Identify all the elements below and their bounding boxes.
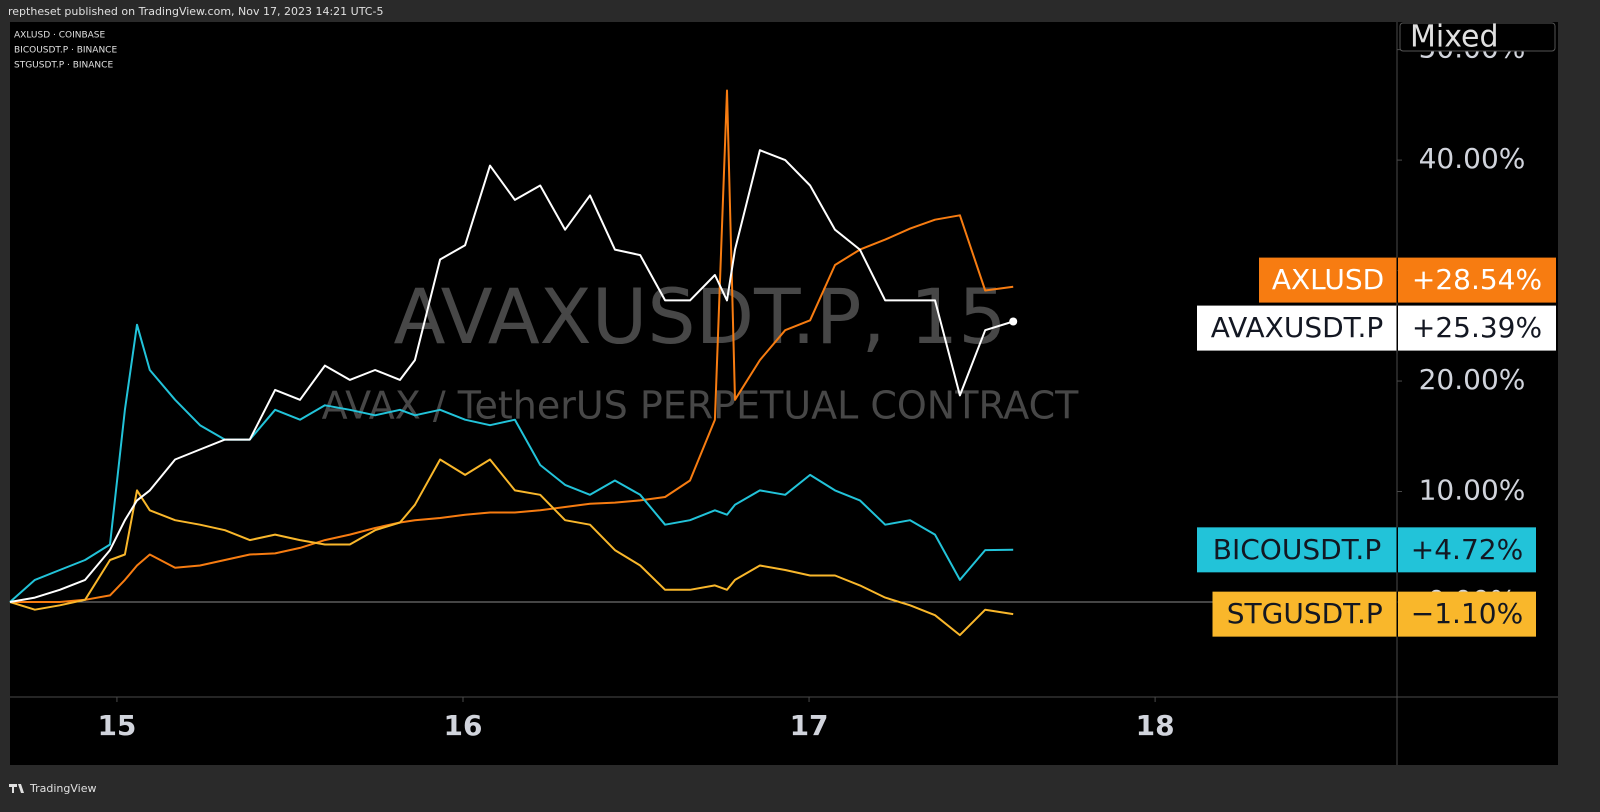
scale-mode-button[interactable]: [1399, 22, 1556, 52]
badge-value: +28.54%: [1412, 263, 1542, 296]
series-line: [9, 149, 1014, 603]
badge-value-bg: [1398, 527, 1536, 573]
scale-mode-label[interactable]: Mixed: [1410, 20, 1499, 55]
badge-name: AVAXUSDT.P: [1211, 311, 1383, 344]
badge-value: +4.72%: [1411, 533, 1523, 566]
badge-name: AXLUSD: [1272, 263, 1384, 296]
legend-entry: STGUSDT.P · BINANCE: [14, 61, 113, 71]
watermark-subtitle: AVAX / TetherUS PERPETUAL CONTRACT: [322, 384, 1080, 428]
header: reptheset published on TradingView.com, …: [8, 5, 383, 18]
footer-logo: TradingView: [29, 782, 96, 795]
series-line: [9, 323, 1014, 603]
series-line: [10, 89, 1014, 603]
footer-icon: [9, 784, 24, 793]
watermark: AVAXUSDT.P, 15: [393, 272, 1006, 361]
legend-entry: BICOUSDT.P · BINANCE: [14, 46, 117, 56]
badge-value: +25.39%: [1412, 311, 1542, 344]
x-tick-label: 16: [444, 709, 483, 742]
badge-name-bg: [1259, 257, 1397, 303]
chart-area: [10, 22, 1558, 765]
x-tick-label: 18: [1136, 709, 1175, 742]
badge-name-bg: [1197, 305, 1397, 351]
badge-value: −1.10%: [1411, 597, 1523, 630]
badge-value-bg: [1398, 591, 1536, 637]
badge-name: STGUSDT.P: [1227, 597, 1383, 630]
last-point: [1009, 317, 1018, 326]
badge-name: BICOUSDT.P: [1213, 533, 1381, 566]
badge-value-bg: [1398, 305, 1556, 351]
y-tick-label: 40.00%: [1419, 142, 1526, 175]
y-tick-label: 10.00%: [1419, 474, 1526, 507]
series-line: [9, 458, 1014, 637]
x-tick-label: 17: [790, 709, 829, 742]
badge-value-bg: [1398, 257, 1556, 303]
badge-name-bg: [1212, 591, 1397, 637]
y-tick-label: 20.00%: [1419, 363, 1526, 396]
legend-entry: AXLUSD · COINBASE: [14, 31, 106, 41]
badge-name-bg: [1197, 527, 1397, 573]
x-tick-label: 15: [97, 709, 136, 742]
